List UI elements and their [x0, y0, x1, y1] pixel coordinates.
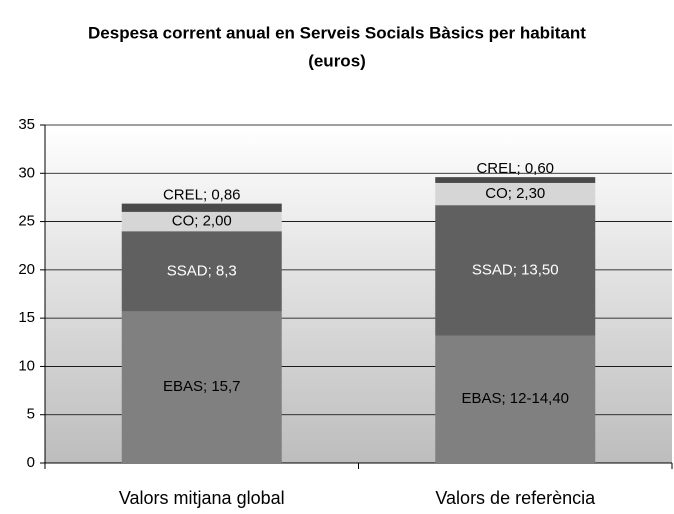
bar-segment [121, 203, 282, 212]
x-tick-label: Valors de referència [435, 488, 596, 508]
data-label: EBAS; 12-14,40 [461, 390, 569, 407]
y-tick-label: 35 [18, 116, 35, 133]
y-tick-label: 20 [18, 261, 35, 278]
bar-segment [121, 231, 282, 312]
bar-segment [121, 211, 282, 232]
data-label: SSAD; 13,50 [472, 261, 559, 278]
y-tick-label: 5 [27, 406, 35, 423]
chart-title: (euros) [308, 51, 366, 70]
data-label: CREL; 0,86 [163, 187, 241, 204]
bar-segment [435, 177, 596, 183]
y-tick-label: 0 [27, 454, 35, 471]
data-label: CO; 2,30 [485, 185, 545, 202]
bar-segment [435, 335, 596, 463]
y-tick-label: 15 [18, 309, 35, 326]
bar-segment [435, 205, 596, 336]
y-tick-label: 10 [18, 357, 35, 374]
chart-title: Despesa corrent anual en Serveis Socials… [88, 23, 586, 42]
bar-segment [435, 182, 596, 206]
data-label: SSAD; 8,3 [167, 262, 237, 279]
data-label: CO; 2,00 [172, 213, 232, 230]
data-label: EBAS; 15,7 [163, 378, 241, 395]
y-tick-label: 25 [18, 213, 35, 230]
bar-segment [121, 311, 282, 463]
y-tick-label: 30 [18, 164, 35, 181]
data-label: CREL; 0,60 [476, 160, 554, 177]
x-tick-label: Valors mitjana global [119, 488, 285, 508]
